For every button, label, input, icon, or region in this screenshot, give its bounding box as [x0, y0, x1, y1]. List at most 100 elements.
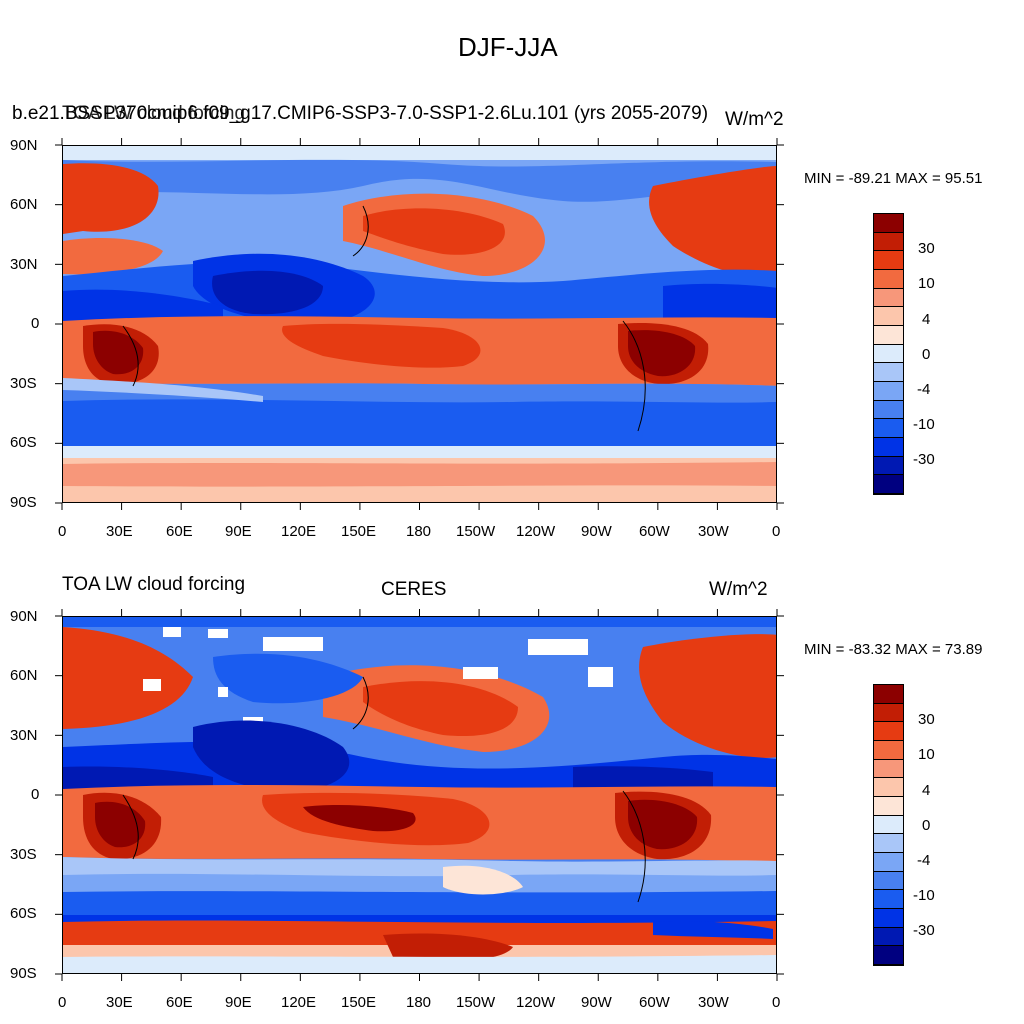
panel2-colorbar-label: -10	[913, 887, 935, 904]
panel1-lon-label: 60W	[639, 523, 670, 540]
colorbar-swatch	[874, 909, 903, 928]
colorbar-swatch	[874, 685, 903, 704]
panel2-variable-title: TOA LW cloud forcing	[62, 574, 246, 595]
panel1-variable-title: TOA LW cloud forcing	[62, 103, 246, 124]
panel2-lon-label: 0	[58, 994, 67, 1011]
panel2-lat-label: 60N	[10, 667, 38, 684]
panel2-colorbar	[873, 684, 904, 966]
colorbar-swatch	[874, 890, 903, 910]
panel2-colorbar-swatches	[874, 685, 903, 966]
colorbar-swatch	[874, 400, 903, 420]
panel1-colorbar-label: 0	[922, 346, 931, 363]
panel1-lon-label: 30W	[698, 523, 729, 540]
panel1-units: W/m^2	[725, 109, 784, 130]
panel2-lat-label: 30N	[10, 727, 38, 744]
panel1-case-title: b.e21.BSSP370cmip6.f09_g17.CMIP6-SSP3-7.…	[12, 103, 709, 124]
page-title: DJF-JJA	[458, 32, 558, 62]
panel1-lon-label: 90E	[225, 523, 252, 540]
panel1-lat-label: 90N	[10, 137, 38, 154]
panel1-lon-label: 150W	[456, 523, 496, 540]
colorbar-swatch	[874, 759, 903, 779]
panel1-lat-label: 0	[31, 315, 40, 332]
panel2-lon-label: 90E	[225, 994, 252, 1011]
panel1-lon-label: 180	[406, 523, 432, 540]
colorbar-swatch	[874, 741, 903, 760]
panel2-colorbar-label: 10	[918, 746, 935, 763]
panel2-units: W/m^2	[709, 579, 768, 600]
panel1-lat-label: 90S	[10, 494, 37, 511]
panel1-lon-label: 0	[772, 523, 781, 540]
panel2-lon-label: 90W	[581, 994, 612, 1011]
colorbar-swatch	[874, 797, 903, 816]
colorbar-swatch	[874, 288, 903, 308]
panel2-lon-label: 150W	[456, 994, 496, 1011]
colorbar-swatch	[874, 419, 903, 439]
panel2-colorbar-label: 4	[922, 782, 931, 799]
panel1-lon-label: 120W	[516, 523, 556, 540]
colorbar-swatch	[874, 722, 903, 742]
colorbar-swatch	[874, 232, 903, 252]
colorbar-swatch	[874, 778, 903, 798]
colorbar-swatch	[874, 703, 903, 723]
panel1-lon-label: 120E	[281, 523, 317, 540]
panel1-lon-label: 30E	[106, 523, 133, 540]
colorbar-swatch	[874, 871, 903, 891]
panel1-map	[62, 145, 777, 503]
panel1-colorbar-label: -10	[913, 416, 935, 433]
colorbar-swatch	[874, 307, 903, 327]
colorbar-swatch	[874, 927, 903, 947]
panel1-lon-label: 90W	[581, 523, 612, 540]
colorbar-swatch	[874, 475, 903, 495]
panel2-colorbar-label: -4	[917, 852, 931, 869]
panel2-colorbar-label: -30	[913, 922, 935, 939]
panel2-lon-label: 120E	[281, 994, 317, 1011]
colorbar-swatch	[874, 382, 903, 401]
colorbar-swatch	[874, 214, 903, 233]
panel1-lat-label: 30N	[10, 256, 38, 273]
colorbar-swatch	[874, 326, 903, 345]
colorbar-swatch	[874, 834, 903, 854]
panel2-dataset-title: CERES	[381, 579, 447, 600]
panel1-lat-label: 60N	[10, 196, 38, 213]
panel1-field	[63, 146, 776, 502]
panel2-field	[63, 617, 776, 973]
colorbar-swatch	[874, 251, 903, 271]
panel2-lon-label: 120W	[516, 994, 556, 1011]
panel2-map	[62, 616, 777, 974]
panel2-lat-label: 0	[31, 786, 40, 803]
colorbar-swatch	[874, 946, 903, 966]
panel2-lon-label: 60E	[166, 994, 193, 1011]
colorbar-swatch	[874, 438, 903, 457]
panel2-min-max: MIN = -83.32 MAX = 73.89	[804, 641, 983, 658]
colorbar-swatch	[874, 363, 903, 383]
panel1-colorbar-label: -4	[917, 381, 931, 398]
panel2-lon-label: 180	[406, 994, 432, 1011]
panel1-colorbar-label: 4	[922, 311, 931, 328]
panel2-lon-label: 60W	[639, 994, 670, 1011]
panel2-lon-label: 30E	[106, 994, 133, 1011]
panel2-lon-label: 150E	[341, 994, 377, 1011]
panel1-lon-label: 0	[58, 523, 67, 540]
panel1-lon-label: 150E	[341, 523, 377, 540]
panel1-lat-label: 30S	[10, 375, 37, 392]
colorbar-swatch	[874, 815, 903, 835]
colorbar-swatch	[874, 270, 903, 289]
colorbar-swatch	[874, 853, 903, 872]
colorbar-swatch	[874, 344, 903, 364]
panel1-colorbar-swatches	[874, 214, 903, 495]
panel2-lon-label: 0	[772, 994, 781, 1011]
panel1-min-max: MIN = -89.21 MAX = 95.51	[804, 170, 983, 187]
colorbar-swatch	[874, 456, 903, 476]
panel2-lon-label: 30W	[698, 994, 729, 1011]
panel2-lat-label: 90S	[10, 965, 37, 982]
panel1-lon-label: 60E	[166, 523, 193, 540]
panel2-lat-label: 30S	[10, 846, 37, 863]
panel1-colorbar-label: 30	[918, 240, 935, 257]
panel2-colorbar-label: 0	[922, 817, 931, 834]
panel2-colorbar-label: 30	[918, 711, 935, 728]
panel1-lat-label: 60S	[10, 434, 37, 451]
panel1-colorbar-label: -30	[913, 451, 935, 468]
panel1-colorbar-label: 10	[918, 275, 935, 292]
panel2-lat-label: 60S	[10, 905, 37, 922]
panel2-lat-label: 90N	[10, 608, 38, 625]
